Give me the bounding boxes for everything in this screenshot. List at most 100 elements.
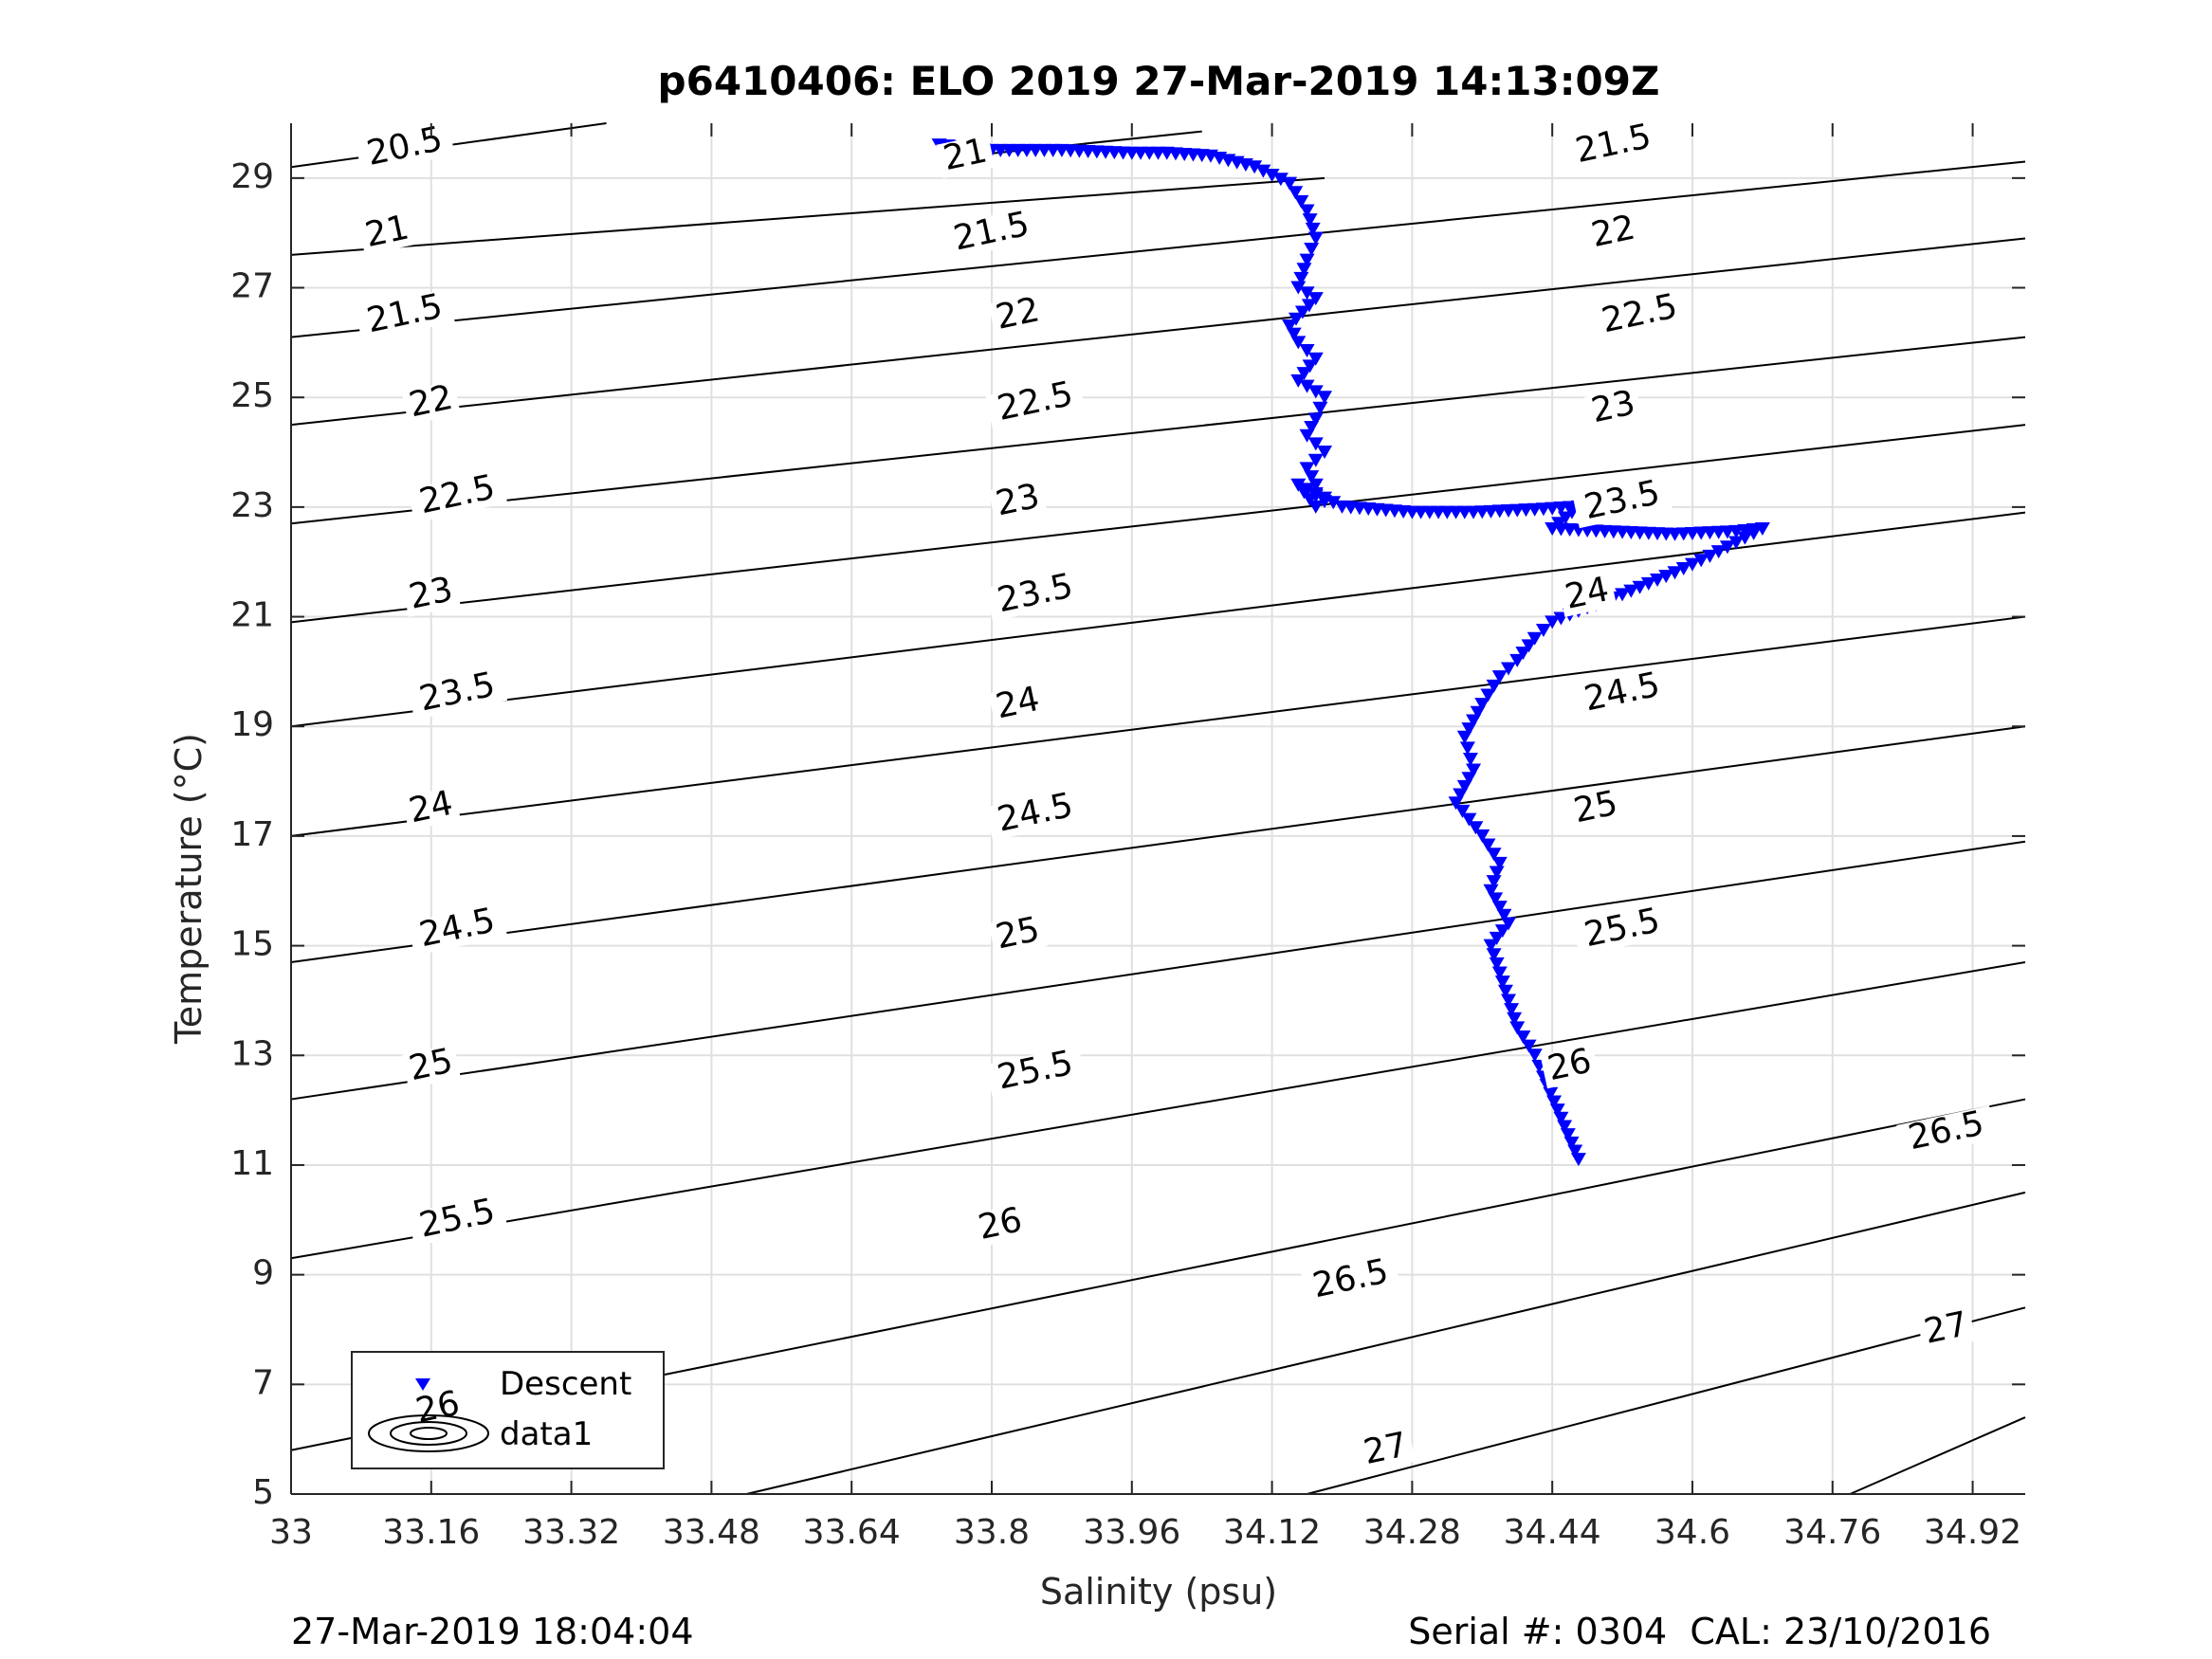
descent-marker bbox=[1299, 379, 1315, 393]
contour-label-group: 27 bbox=[1916, 1304, 1976, 1352]
descent-marker bbox=[1480, 688, 1496, 702]
footer-timestamp: 27-Mar-2019 18:04:04 bbox=[291, 1611, 694, 1652]
contour-label-gap bbox=[1583, 386, 1643, 431]
descent-marker bbox=[1470, 705, 1486, 720]
descent-marker bbox=[1526, 631, 1543, 646]
contour-label-gap bbox=[1558, 572, 1618, 617]
contour-label-gap bbox=[988, 682, 1048, 727]
density-contour-line bbox=[290, 960, 2026, 1260]
contour-label-gap bbox=[401, 786, 461, 831]
contour-label-gap bbox=[1301, 1253, 1401, 1307]
contour-label-gap bbox=[407, 902, 508, 957]
descent-marker bbox=[1466, 714, 1482, 728]
descent-marker bbox=[1489, 931, 1505, 945]
contour-label-gap bbox=[988, 912, 1048, 957]
x-axis-label: Salinity (psu) bbox=[1040, 1571, 1277, 1613]
x-tick-label: 33.32 bbox=[522, 1513, 620, 1552]
y-tick-label: 11 bbox=[230, 1144, 274, 1183]
descent-marker bbox=[1294, 305, 1310, 319]
descent-marker bbox=[1448, 796, 1464, 811]
descent-marker bbox=[1299, 204, 1315, 218]
descent-marker bbox=[1486, 679, 1502, 693]
descent-marker bbox=[1507, 1012, 1523, 1026]
descent-marker bbox=[1307, 478, 1324, 492]
descent-marker bbox=[1623, 584, 1639, 598]
descent-marker bbox=[1272, 173, 1289, 187]
x-tick-label: 34.44 bbox=[1504, 1513, 1601, 1552]
descent-marker bbox=[1480, 838, 1496, 852]
descent-marker bbox=[1462, 752, 1478, 766]
density-contour-line bbox=[290, 615, 2026, 837]
density-contour-line bbox=[290, 725, 2026, 963]
descent-marker bbox=[1545, 615, 1561, 629]
y-tick-label: 19 bbox=[230, 705, 274, 744]
contour-label-group: 22 bbox=[401, 378, 461, 426]
contour-label-group: 24 bbox=[1558, 570, 1618, 617]
contour-label: 25 bbox=[406, 1042, 456, 1089]
contour-label-gap bbox=[936, 134, 996, 179]
descent-marker bbox=[1305, 222, 1321, 236]
contour-label-gap bbox=[401, 1044, 461, 1089]
x-tick-label: 33.48 bbox=[663, 1513, 760, 1552]
contour-ellipse-icon bbox=[368, 1414, 489, 1452]
descent-marker bbox=[1307, 385, 1324, 399]
descent-marker bbox=[1560, 1128, 1576, 1142]
contour-label: 21 bbox=[362, 208, 412, 255]
descent-marker bbox=[1296, 263, 1312, 277]
descent-marker bbox=[1307, 453, 1324, 467]
descent-marker bbox=[1567, 1144, 1583, 1158]
descent-marker bbox=[1553, 1111, 1569, 1125]
contour-label-gap bbox=[407, 666, 508, 720]
contour-label: 25 bbox=[993, 910, 1043, 957]
contour-label-group: 21 bbox=[357, 208, 417, 256]
contour-label: 23 bbox=[993, 477, 1043, 524]
descent-marker bbox=[1535, 624, 1551, 638]
y-tick-label: 15 bbox=[230, 925, 274, 964]
descent-marker bbox=[1504, 1003, 1520, 1017]
descent-marker bbox=[1307, 437, 1324, 451]
descent-marker bbox=[1290, 281, 1307, 295]
contour-label-group: 24 bbox=[988, 680, 1048, 727]
contour-label-group: 23 bbox=[401, 570, 461, 617]
descent-marker bbox=[1474, 698, 1490, 712]
y-tick-label: 23 bbox=[230, 486, 274, 525]
density-contour-line bbox=[290, 336, 2026, 525]
contour-label-gap bbox=[941, 206, 1042, 260]
descent-marker bbox=[1486, 875, 1502, 889]
descent-marker bbox=[1466, 763, 1482, 777]
descent-marker bbox=[1494, 924, 1510, 939]
descent-marker bbox=[1454, 804, 1471, 818]
descent-marker bbox=[1754, 522, 1770, 537]
descent-marker bbox=[1299, 344, 1315, 358]
descent-marker bbox=[1497, 984, 1513, 998]
descent-marker bbox=[1461, 772, 1477, 786]
descent-marker bbox=[1728, 536, 1745, 550]
contour-label-gap bbox=[401, 572, 461, 617]
contour-label-gap bbox=[1589, 288, 1691, 342]
contour-label-group: 25 bbox=[1566, 784, 1626, 831]
blue-triangle-marker-icon bbox=[415, 1378, 430, 1391]
density-contour-line bbox=[746, 1191, 2026, 1495]
descent-marker bbox=[1255, 164, 1271, 178]
descent-marker bbox=[1282, 319, 1298, 334]
descent-marker bbox=[1317, 491, 1333, 505]
descent-marker bbox=[1491, 966, 1508, 980]
density-contour-line bbox=[290, 424, 2026, 624]
contour-label: 21 bbox=[940, 131, 990, 178]
y-axis-label: Temperature (°C) bbox=[168, 733, 210, 1045]
contour-label-gap bbox=[1572, 902, 1673, 957]
contour-label-group: 26 bbox=[1540, 1042, 1600, 1089]
descent-marker bbox=[1563, 1136, 1580, 1150]
descent-marker bbox=[1521, 1039, 1537, 1053]
contour-label-gap bbox=[985, 787, 1086, 841]
contour-label-group: 27 bbox=[1356, 1425, 1416, 1473]
descent-marker bbox=[1557, 1120, 1573, 1134]
descent-marker bbox=[1325, 496, 1342, 510]
x-tick-label: 33.16 bbox=[382, 1513, 480, 1552]
x-tick-label: 34.28 bbox=[1363, 1513, 1461, 1552]
descent-marker bbox=[1650, 574, 1666, 587]
contour-label-group: 24 bbox=[401, 784, 461, 831]
contour-label-group: 23 bbox=[1583, 383, 1643, 431]
descent-marker bbox=[1290, 336, 1307, 350]
